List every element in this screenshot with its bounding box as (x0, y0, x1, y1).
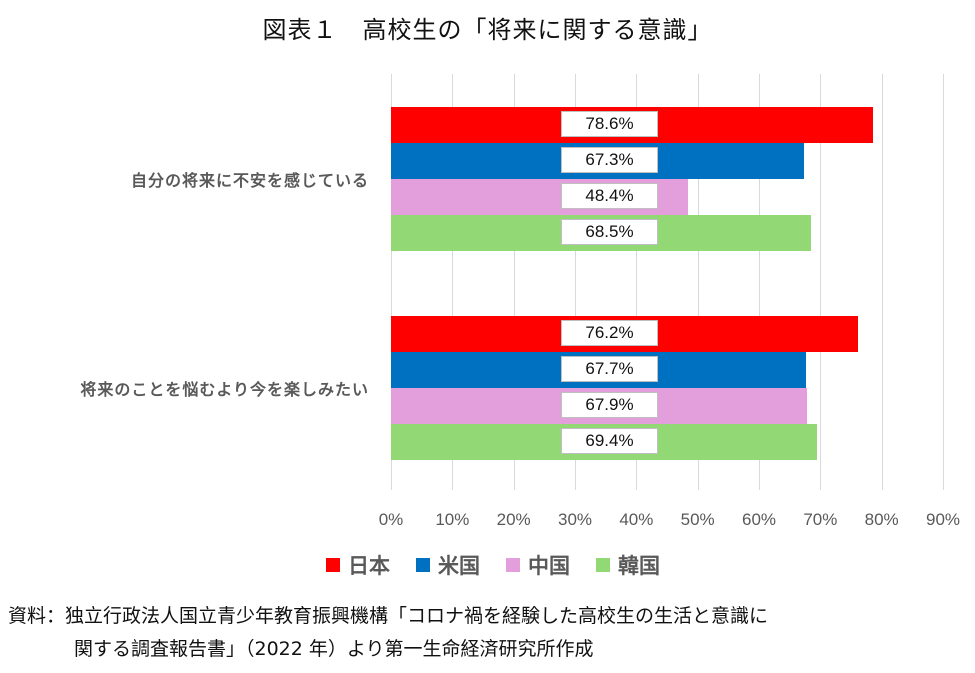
legend-label: 韓国 (618, 554, 660, 578)
x-tick-label: 10% (435, 510, 470, 529)
legend-item: 韓国 (596, 550, 660, 580)
x-tick-label: 30% (557, 510, 593, 529)
data-label: 76.2% (561, 320, 658, 346)
x-tick-label: 0% (378, 510, 404, 529)
legend-swatch-icon (416, 558, 430, 572)
data-label: 48.4% (561, 183, 658, 209)
x-tick-label: 40% (619, 510, 654, 529)
chart-title: 図表１ 高校生の「将来に関する意識」 (262, 16, 713, 44)
gridline (452, 74, 454, 490)
x-tick-label: 20% (496, 510, 531, 529)
legend-item: 日本 (326, 550, 390, 580)
x-tick-label: 70% (803, 510, 838, 529)
source-note: 資料：独立行政法人国立青少年教育振興機構「コロナ禍を経験した高校生の生活と意識に… (8, 600, 768, 666)
legend: 日本 米国 中国 韓国 (326, 550, 686, 580)
category-label: 将来のことを悩むより今を楽しみたい (80, 380, 369, 399)
gridline (759, 74, 760, 490)
gridline (820, 74, 822, 490)
legend-label: 中国 (528, 554, 570, 578)
data-label: 68.5% (561, 219, 658, 245)
gridline (943, 74, 944, 490)
data-label: 67.9% (561, 392, 658, 418)
gridline (636, 74, 638, 490)
data-label: 67.3% (561, 147, 658, 173)
legend-item: 米国 (416, 550, 480, 580)
plot-area: 78.6% 67.3% 48.4% 68.5% 76.2% 67.7% 67.9% 69.4% (391, 74, 944, 490)
data-label: 67.7% (561, 356, 658, 382)
legend-swatch-icon (326, 558, 340, 572)
data-label: 69.4% (561, 428, 658, 454)
gridline (391, 74, 392, 490)
data-label: 78.6% (561, 111, 658, 137)
gridline (881, 74, 883, 490)
x-tick-label: 50% (680, 510, 715, 529)
legend-label: 日本 (348, 554, 390, 578)
legend-item: 中国 (506, 550, 570, 580)
x-tick-label: 80% (864, 510, 899, 529)
x-tick-label: 60% (741, 510, 777, 529)
gridline (513, 74, 515, 490)
x-tick-label: 90% (925, 510, 961, 529)
source-line-1: 資料：独立行政法人国立青少年教育振興機構「コロナ禍を経験した高校生の生活と意識に (8, 605, 769, 627)
gridline (697, 74, 699, 490)
source-line-2: 関する調査報告書」（2022 年）より第一生命経済研究所作成 (74, 638, 594, 660)
legend-swatch-icon (596, 558, 610, 572)
category-label: 自分の将来に不安を感じている (130, 171, 369, 190)
legend-swatch-icon (506, 558, 520, 572)
gridline (575, 74, 576, 490)
legend-label: 米国 (438, 554, 480, 578)
